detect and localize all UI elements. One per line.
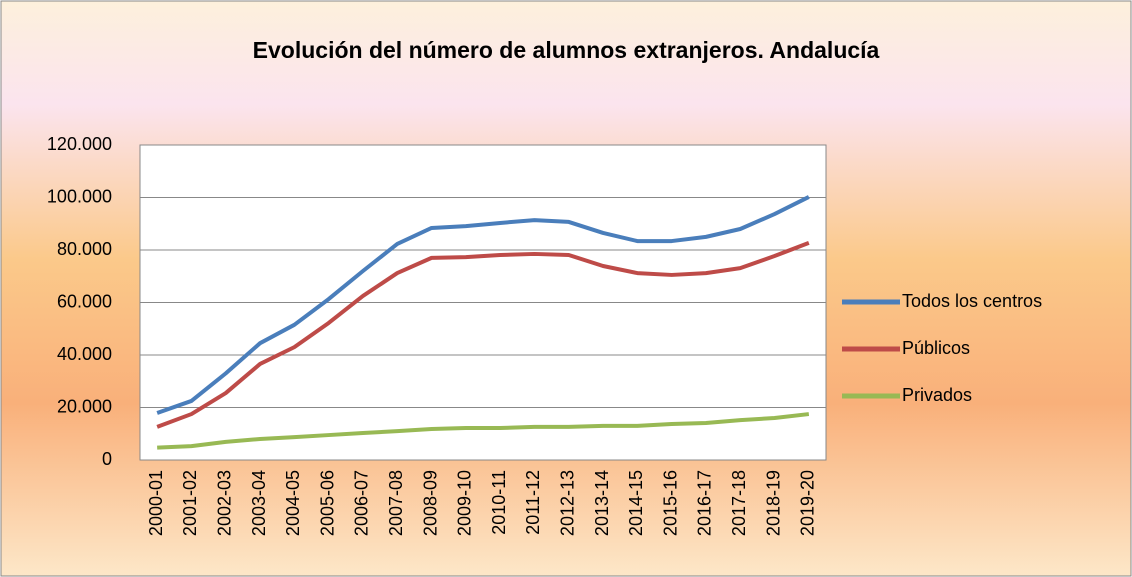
y-tick-label: 100.000 [47,186,112,206]
series-line [157,412,810,450]
chart-title: Evolución del número de alumnos extranje… [253,37,880,63]
x-tick-label: 2012-13 [558,470,578,536]
x-tick-label: 2006-07 [352,470,372,536]
x-tick-label: 2011-12 [523,470,543,535]
x-tick-label: 2017-18 [729,470,749,536]
y-tick-label: 0 [102,449,112,469]
x-tick-label: 2003-04 [249,470,269,536]
legend-label: Todos los centros [902,291,1042,311]
x-tick-label: 2014-15 [626,470,646,536]
y-tick-label: 40.000 [57,344,112,364]
x-tick-label: 2015-16 [660,470,680,536]
series-line [156,195,810,415]
x-tick-label: 2018-19 [763,470,783,536]
x-tick-label: 2005-06 [317,470,337,536]
x-tick-label: 2008-09 [420,470,440,536]
y-tick-label: 120.000 [47,134,112,154]
legend-label: Privados [902,385,972,405]
y-tick-label: 60.000 [57,291,112,311]
x-tick-label: 2019-20 [798,470,818,536]
x-tick-label: 2004-05 [283,470,303,536]
x-tick-label: 2007-08 [386,470,406,536]
x-tick-label: 2010-11 [489,470,509,535]
x-tick-label: 2009-10 [455,470,475,536]
y-tick-label: 80.000 [57,239,112,259]
x-tick-label: 2000-01 [146,470,166,536]
x-tick-label: 2002-03 [215,470,235,536]
x-tick-label: 2013-14 [592,470,612,536]
series-line [156,241,810,429]
x-tick-label: 2016-17 [695,470,715,536]
legend-label: Públicos [902,338,970,358]
y-tick-label: 20.000 [57,396,112,416]
x-tick-label: 2001-02 [180,470,200,536]
